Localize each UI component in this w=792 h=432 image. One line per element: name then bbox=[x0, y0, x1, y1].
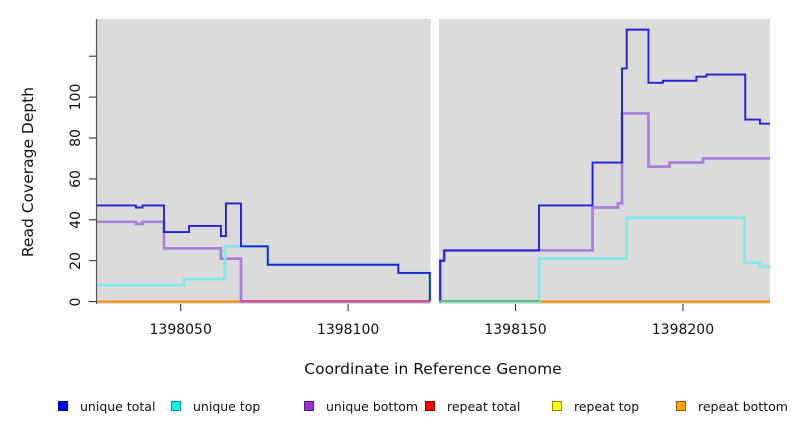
legend-label: unique bottom bbox=[326, 398, 419, 414]
series-unique-top bbox=[439, 216, 770, 303]
series-unique-bottom bbox=[97, 220, 430, 303]
x-axis-title: Coordinate in Reference Genome bbox=[304, 360, 562, 378]
y-tick-label: 100 bbox=[68, 83, 84, 111]
legend-item-unique-total: unique total bbox=[58, 398, 155, 414]
legend-swatch-icon bbox=[58, 401, 68, 411]
legend-label: unique total bbox=[80, 398, 156, 414]
legend-swatch-icon bbox=[171, 401, 181, 411]
data-gap bbox=[430, 19, 439, 304]
series-unique-total bbox=[97, 202, 431, 302]
legend-swatch-icon bbox=[552, 401, 562, 411]
legend-label: repeat bottom bbox=[698, 398, 788, 414]
legend-item-unique-bottom: unique bottom bbox=[304, 398, 418, 414]
legend-swatch-icon bbox=[304, 401, 314, 411]
x-tick-label: 1398150 bbox=[484, 322, 547, 338]
legend-swatch-icon bbox=[676, 401, 686, 411]
x-tick-label: 1398100 bbox=[316, 322, 380, 338]
legend-item-unique-top: unique top bbox=[171, 398, 260, 414]
legend-label: repeat total bbox=[447, 398, 521, 414]
legend-item-repeat-top: repeat top bbox=[552, 398, 639, 414]
legend-item-repeat-total: repeat total bbox=[425, 398, 520, 414]
legend-item-repeat-bottom: repeat bottom bbox=[676, 398, 788, 414]
x-tick-label: 1398200 bbox=[651, 322, 715, 338]
x-tick-label: 1398050 bbox=[149, 322, 212, 338]
series-unique-total bbox=[439, 28, 770, 303]
legend-label: unique top bbox=[193, 398, 261, 414]
legend-swatch-icon bbox=[425, 401, 435, 411]
legend-label: repeat top bbox=[574, 398, 640, 414]
